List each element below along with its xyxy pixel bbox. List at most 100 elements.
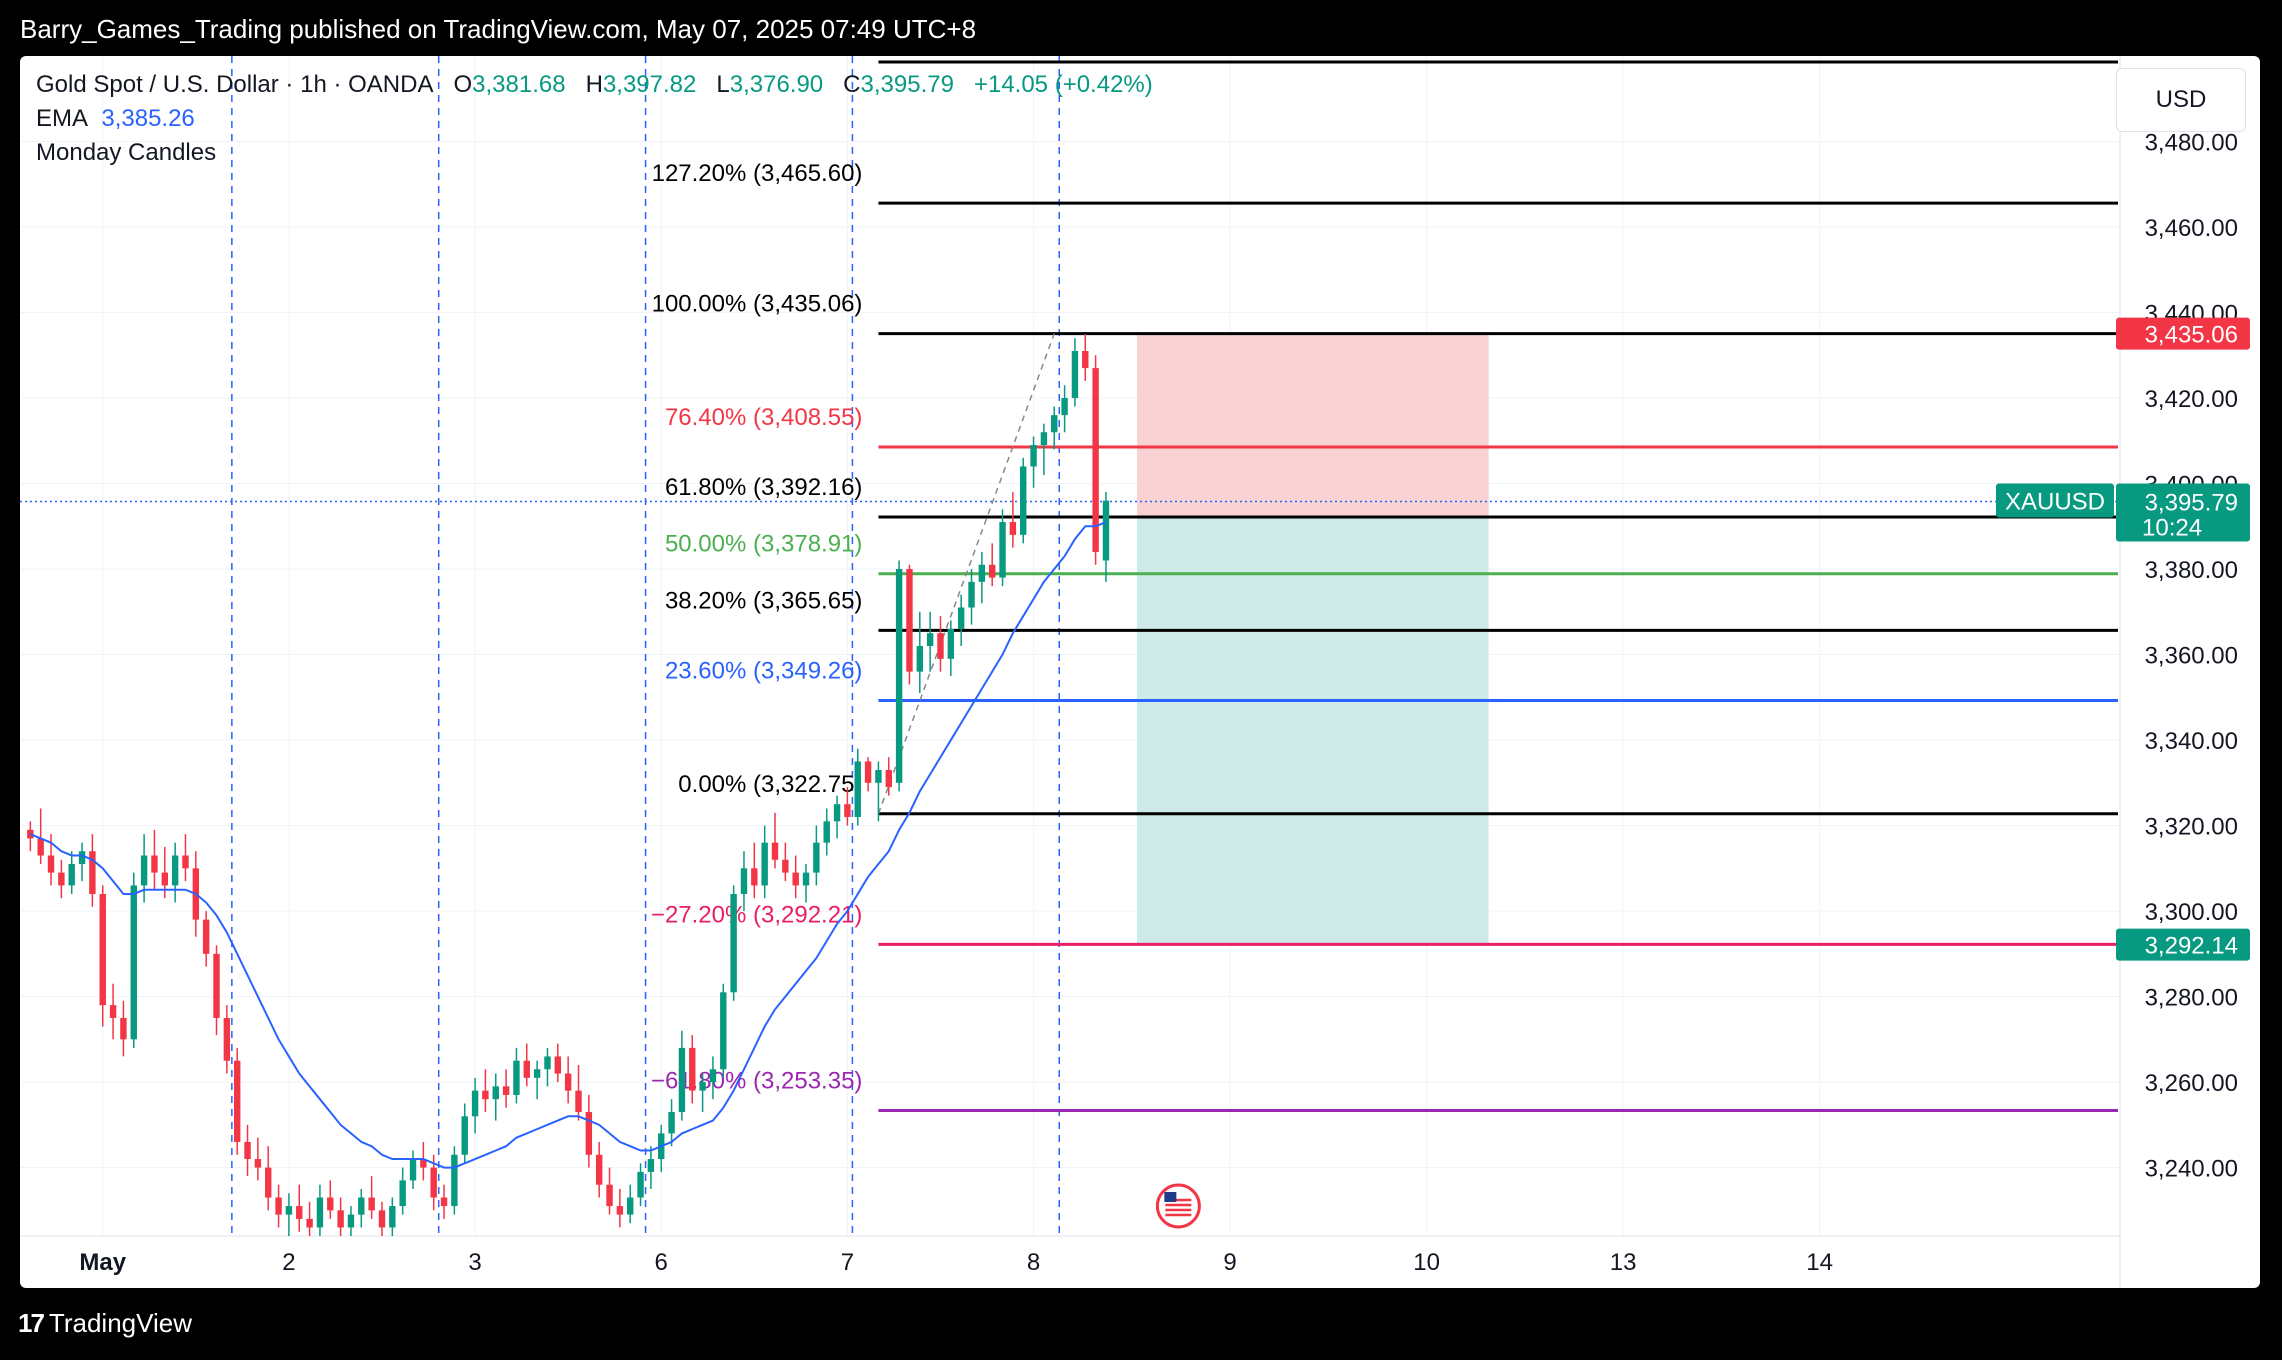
price-chart[interactable]: 127.20% (3,465.60) 100.00% (3,435.06) 76.4…: [20, 56, 2260, 1288]
candle[interactable]: [823, 821, 830, 843]
symbol-title[interactable]: Gold Spot / U.S. Dollar · 1h · OANDA: [36, 71, 434, 98]
candle[interactable]: [358, 1197, 365, 1215]
candle[interactable]: [916, 646, 924, 672]
candle[interactable]: [368, 1197, 375, 1211]
candle[interactable]: [544, 1056, 551, 1070]
candle[interactable]: [523, 1060, 530, 1078]
candle[interactable]: [668, 1112, 675, 1134]
candle[interactable]: [482, 1090, 489, 1100]
candle[interactable]: [575, 1090, 582, 1113]
candle[interactable]: [978, 564, 986, 582]
candle[interactable]: [1082, 351, 1089, 369]
candle[interactable]: [1071, 351, 1079, 399]
candle[interactable]: [1051, 415, 1058, 433]
candle[interactable]: [616, 1206, 624, 1215]
candle[interactable]: [988, 564, 996, 578]
candle[interactable]: [647, 1159, 655, 1172]
chart-panel[interactable]: 127.20% (3,465.60) 100.00% (3,435.06) 76.4…: [20, 56, 2260, 1288]
candle[interactable]: [471, 1090, 479, 1117]
tradingview-logo[interactable]: 17 TradingView: [18, 1308, 192, 1339]
candle[interactable]: [926, 633, 934, 646]
candle[interactable]: [782, 859, 789, 873]
candle[interactable]: [802, 872, 810, 886]
candle[interactable]: [389, 1206, 396, 1228]
candle[interactable]: [409, 1159, 417, 1181]
candle[interactable]: [792, 872, 799, 886]
candle[interactable]: [833, 804, 841, 822]
candle[interactable]: [771, 842, 779, 860]
candle[interactable]: [720, 992, 727, 1070]
candle[interactable]: [461, 1116, 468, 1155]
candle[interactable]: [1030, 445, 1037, 467]
candle[interactable]: [399, 1180, 406, 1207]
candle[interactable]: [223, 1017, 231, 1061]
candle[interactable]: [513, 1060, 520, 1095]
candle[interactable]: [1061, 398, 1068, 416]
candle[interactable]: [285, 1206, 293, 1215]
candle[interactable]: [275, 1197, 282, 1215]
candle[interactable]: [637, 1171, 644, 1198]
candle[interactable]: [109, 1005, 117, 1018]
candle[interactable]: [1092, 368, 1099, 552]
candle[interactable]: [937, 633, 944, 659]
candle[interactable]: [761, 842, 768, 886]
candle[interactable]: [337, 1210, 344, 1228]
candle[interactable]: [99, 893, 106, 1006]
stop-loss-zone[interactable]: [1136, 333, 1489, 518]
candle[interactable]: [1102, 500, 1110, 561]
candle[interactable]: [1009, 522, 1017, 535]
monday-candles-row[interactable]: Monday Candles: [36, 136, 1153, 170]
candle[interactable]: [161, 872, 169, 886]
candle[interactable]: [885, 769, 892, 788]
candle[interactable]: [585, 1112, 593, 1155]
candle[interactable]: [751, 868, 758, 886]
candle[interactable]: [957, 607, 965, 629]
fib-trend-line[interactable]: [877, 333, 1055, 815]
candle[interactable]: [37, 838, 44, 856]
candle[interactable]: [606, 1184, 613, 1207]
candle[interactable]: [89, 851, 96, 894]
candle[interactable]: [47, 855, 55, 873]
candle[interactable]: [968, 581, 975, 608]
candle[interactable]: [895, 569, 903, 783]
candle[interactable]: [296, 1206, 303, 1219]
candle[interactable]: [306, 1218, 313, 1228]
candle[interactable]: [327, 1197, 334, 1211]
candle[interactable]: [533, 1069, 541, 1078]
candle[interactable]: [130, 885, 137, 1040]
candle[interactable]: [813, 842, 820, 873]
candle[interactable]: [595, 1154, 603, 1185]
candle[interactable]: [182, 855, 189, 869]
candle[interactable]: [451, 1154, 458, 1207]
candle[interactable]: [233, 1060, 241, 1142]
candle[interactable]: [58, 872, 65, 886]
candle[interactable]: [502, 1086, 510, 1095]
candle[interactable]: [492, 1086, 499, 1100]
candle[interactable]: [730, 893, 737, 993]
candle[interactable]: [875, 769, 882, 783]
candle[interactable]: [171, 855, 179, 886]
candle[interactable]: [68, 864, 75, 886]
candle[interactable]: [120, 1017, 127, 1040]
candle[interactable]: [213, 953, 220, 1018]
ema-line[interactable]: [29, 521, 1107, 1169]
candle[interactable]: [1020, 466, 1027, 535]
candle[interactable]: [254, 1159, 262, 1168]
candle[interactable]: [347, 1214, 355, 1228]
candle[interactable]: [378, 1210, 386, 1228]
candle[interactable]: [316, 1197, 324, 1228]
candle[interactable]: [430, 1167, 437, 1198]
candle[interactable]: [947, 628, 955, 659]
candle[interactable]: [844, 804, 851, 818]
candle[interactable]: [420, 1159, 427, 1168]
candle[interactable]: [689, 1047, 696, 1091]
candle[interactable]: [564, 1073, 572, 1091]
candle[interactable]: [140, 855, 148, 886]
candle[interactable]: [906, 569, 913, 672]
candle[interactable]: [265, 1167, 272, 1198]
take-profit-zone[interactable]: [1136, 517, 1489, 945]
candle[interactable]: [244, 1141, 251, 1160]
candle[interactable]: [202, 919, 210, 954]
candle[interactable]: [709, 1069, 717, 1083]
candle[interactable]: [854, 761, 861, 818]
